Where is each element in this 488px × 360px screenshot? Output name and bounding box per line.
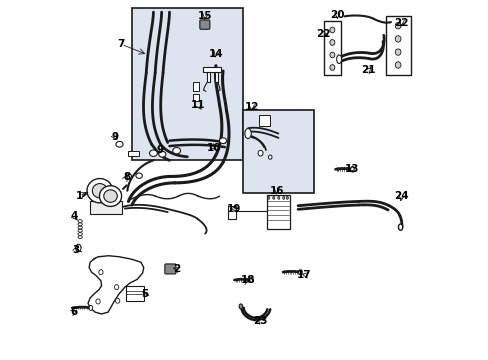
Text: 9: 9 [111, 132, 119, 142]
Ellipse shape [92, 184, 107, 198]
Text: 6: 6 [70, 307, 77, 317]
Text: 3: 3 [72, 245, 80, 255]
Bar [132, 8, 242, 160]
Ellipse shape [394, 22, 400, 29]
Bar [90, 201, 122, 214]
Text: 17: 17 [297, 270, 311, 280]
Ellipse shape [159, 152, 165, 157]
Ellipse shape [329, 27, 334, 33]
Text: 22: 22 [394, 18, 408, 28]
Ellipse shape [103, 190, 117, 202]
Ellipse shape [336, 55, 341, 64]
Ellipse shape [267, 197, 269, 199]
Text: 14: 14 [208, 49, 223, 59]
Text: 8: 8 [123, 172, 130, 182]
Ellipse shape [350, 167, 353, 172]
Ellipse shape [394, 36, 400, 42]
Ellipse shape [87, 179, 112, 203]
Ellipse shape [398, 224, 402, 230]
Text: 23: 23 [253, 316, 267, 326]
Bar [215, 72, 218, 82]
Text: 12: 12 [244, 102, 258, 112]
Ellipse shape [136, 173, 142, 179]
Ellipse shape [219, 138, 226, 144]
Text: 4: 4 [70, 211, 77, 221]
Ellipse shape [277, 197, 279, 199]
Ellipse shape [89, 305, 93, 310]
Text: 18: 18 [240, 275, 255, 285]
Ellipse shape [239, 304, 242, 309]
Ellipse shape [244, 129, 251, 139]
Bar [128, 152, 139, 157]
Ellipse shape [258, 150, 263, 156]
Ellipse shape [78, 229, 82, 232]
Bar [192, 94, 199, 102]
FancyBboxPatch shape [200, 20, 209, 29]
Bar [125, 287, 144, 301]
Bar [206, 72, 209, 82]
Text: 13: 13 [344, 164, 358, 174]
Text: 15: 15 [198, 12, 212, 21]
Text: 5: 5 [141, 289, 148, 299]
Ellipse shape [329, 64, 334, 70]
Bar [242, 111, 313, 193]
Ellipse shape [172, 148, 180, 154]
Bar [203, 67, 220, 72]
Bar [266, 195, 289, 229]
Text: 11: 11 [190, 100, 205, 110]
Ellipse shape [78, 220, 82, 222]
Bar [228, 206, 236, 219]
Text: 16: 16 [269, 186, 284, 196]
Ellipse shape [125, 174, 131, 179]
Ellipse shape [268, 155, 271, 159]
Text: 7: 7 [117, 39, 125, 49]
Bar [385, 17, 410, 75]
Text: 22: 22 [316, 29, 330, 39]
Ellipse shape [329, 40, 334, 45]
Ellipse shape [99, 270, 103, 275]
Ellipse shape [78, 236, 82, 239]
Ellipse shape [78, 223, 82, 226]
Ellipse shape [78, 233, 82, 235]
Text: 1: 1 [76, 191, 83, 201]
Ellipse shape [78, 226, 82, 229]
Ellipse shape [76, 244, 81, 251]
Ellipse shape [272, 197, 274, 199]
Text: 19: 19 [227, 203, 241, 213]
Ellipse shape [249, 278, 253, 283]
Ellipse shape [116, 141, 123, 147]
Ellipse shape [394, 49, 400, 55]
Text: 9: 9 [157, 145, 164, 155]
Ellipse shape [285, 197, 288, 199]
Text: 24: 24 [393, 191, 408, 201]
Text: 20: 20 [329, 10, 344, 20]
FancyBboxPatch shape [164, 264, 176, 274]
Ellipse shape [99, 186, 122, 206]
Ellipse shape [149, 150, 157, 157]
Ellipse shape [282, 197, 285, 199]
Ellipse shape [329, 52, 334, 58]
Ellipse shape [394, 62, 400, 68]
Text: 2: 2 [173, 264, 180, 274]
Bar [192, 82, 199, 91]
Ellipse shape [298, 270, 302, 275]
Ellipse shape [114, 285, 119, 290]
Bar [258, 115, 269, 126]
Ellipse shape [115, 298, 120, 303]
Ellipse shape [96, 299, 100, 304]
Text: 21: 21 [361, 65, 375, 75]
Bar [323, 21, 340, 75]
Text: 10: 10 [206, 143, 221, 153]
